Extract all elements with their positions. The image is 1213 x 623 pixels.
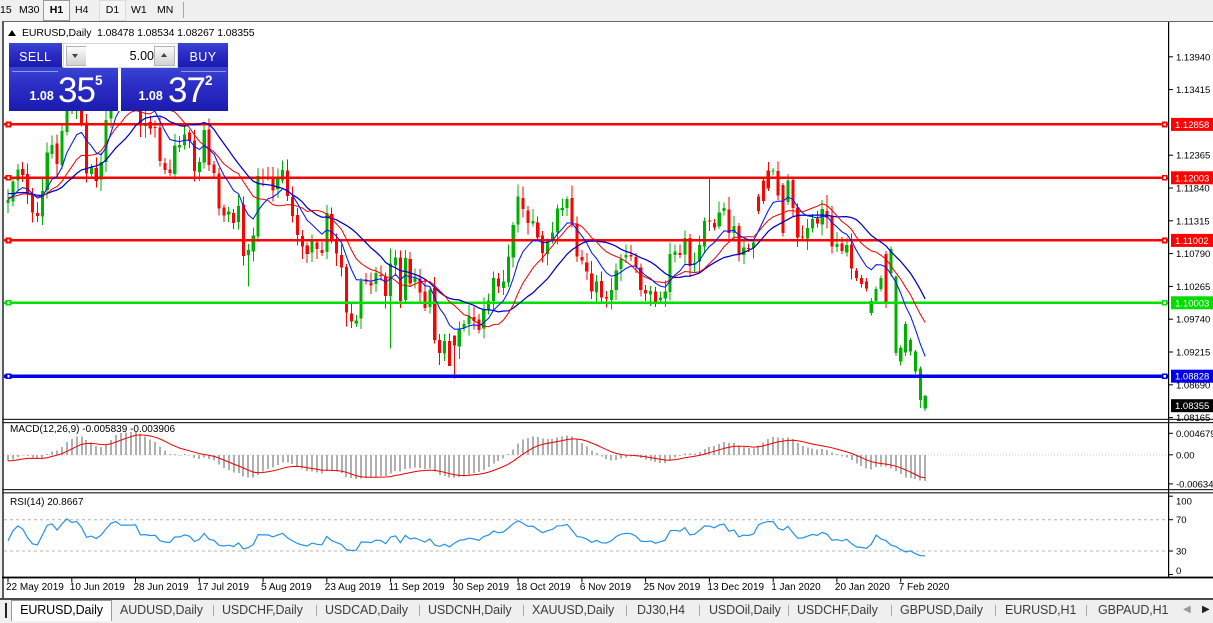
svg-text:1.08690: 1.08690 [1176,380,1210,391]
svg-text:1.12003: 1.12003 [1175,173,1209,184]
svg-text:18 Oct 2019: 18 Oct 2019 [516,582,571,593]
svg-text:10 Jun 2019: 10 Jun 2019 [70,582,125,593]
svg-text:1.08828: 1.08828 [1175,372,1209,383]
svg-text:1.10790: 1.10790 [1176,249,1210,260]
svg-text:1.13415: 1.13415 [1176,85,1210,96]
svg-text:100: 100 [1176,497,1192,508]
svg-text:0.00: 0.00 [1176,450,1195,461]
svg-text:1.11840: 1.11840 [1176,184,1210,195]
svg-text:-0.00634: -0.00634 [1176,479,1213,490]
svg-text:1.12858: 1.12858 [1175,120,1209,131]
svg-text:0: 0 [1176,566,1181,577]
svg-text:1.09740: 1.09740 [1176,315,1210,326]
svg-text:30: 30 [1176,547,1187,558]
svg-text:1.08165: 1.08165 [1176,413,1210,424]
svg-text:11 Sep 2019: 11 Sep 2019 [389,582,445,593]
svg-text:1 Jan 2020: 1 Jan 2020 [771,582,821,593]
svg-text:1.11315: 1.11315 [1176,216,1210,227]
svg-text:13 Dec 2019: 13 Dec 2019 [707,582,764,593]
svg-text:22 May 2019: 22 May 2019 [6,582,64,593]
svg-text:28 Jun 2019: 28 Jun 2019 [134,582,189,593]
svg-text:6 Nov 2019: 6 Nov 2019 [580,582,632,593]
svg-text:0.004679: 0.004679 [1176,429,1213,440]
svg-text:1.10265: 1.10265 [1176,282,1210,293]
svg-text:25 Nov 2019: 25 Nov 2019 [644,582,701,593]
svg-text:1.11002: 1.11002 [1175,236,1209,247]
svg-text:7 Feb 2020: 7 Feb 2020 [899,582,950,593]
svg-text:5 Aug 2019: 5 Aug 2019 [261,582,312,593]
svg-text:30 Sep 2019: 30 Sep 2019 [452,582,509,593]
svg-text:17 Jul 2019: 17 Jul 2019 [197,582,249,593]
svg-text:1.10003: 1.10003 [1175,298,1209,309]
svg-text:1.09215: 1.09215 [1176,348,1210,359]
svg-text:23 Aug 2019: 23 Aug 2019 [325,582,382,593]
svg-text:RSI(14) 20.8667: RSI(14) 20.8667 [10,497,84,508]
svg-text:1.08355: 1.08355 [1175,401,1209,412]
svg-text:MACD(12,26,9) -0.005839 -0.003: MACD(12,26,9) -0.005839 -0.003906 [10,424,176,435]
svg-text:70: 70 [1176,515,1187,526]
svg-text:1.13940: 1.13940 [1176,52,1210,63]
svg-text:1.12365: 1.12365 [1176,151,1210,162]
svg-text:20 Jan 2020: 20 Jan 2020 [835,582,890,593]
